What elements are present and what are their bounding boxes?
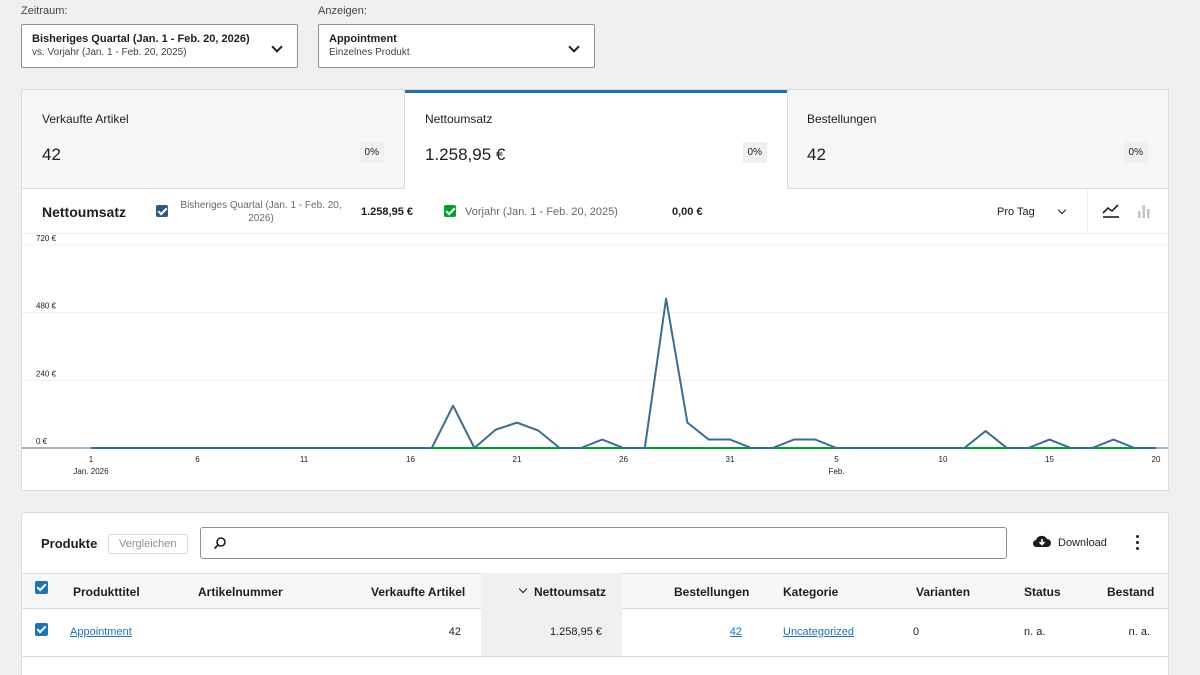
x-tick-label: 11: [300, 455, 309, 464]
column-header-title[interactable]: Produkttitel: [73, 585, 140, 599]
column-header-category[interactable]: Kategorie: [783, 585, 839, 599]
card-value: 42: [807, 145, 826, 164]
sorted-column-highlight: [481, 573, 622, 657]
series1-checkbox[interactable]: [156, 205, 168, 217]
card-delta-badge: 0%: [1123, 142, 1148, 163]
series1-label: Bisheriges Quartal (Jan. 1 - Feb. 20, 20…: [180, 200, 342, 224]
products-table-panel: Produkte Vergleichen Download Produkttit…: [21, 512, 1169, 675]
series2-checkbox[interactable]: [444, 205, 456, 217]
card-delta-badge: 0%: [742, 142, 767, 163]
y-tick-label: 0 €: [36, 437, 48, 446]
download-button[interactable]: Download: [1030, 532, 1110, 554]
period-compare-text: vs. Vorjahr (Jan. 1 - Feb. 20, 2025): [32, 47, 187, 58]
select-all-checkbox[interactable]: [35, 581, 48, 594]
y-tick-label: 720 €: [36, 235, 57, 243]
chart-panel: Nettoumsatz Bisheriges Quartal (Jan. 1 -…: [21, 189, 1169, 491]
chevron-down-icon: [1057, 205, 1067, 215]
product-variations: 0: [913, 626, 920, 638]
x-tick-label: 1: [89, 455, 94, 464]
cloud-download-icon: [1032, 535, 1051, 548]
x-tick-label: 5: [834, 455, 839, 464]
product-status: n. a.: [1024, 626, 1046, 638]
y-tick-label: 240 €: [36, 369, 57, 378]
x-tick-label: 26: [619, 455, 628, 464]
x-tick-sublabel: Jan. 2026: [73, 467, 109, 476]
row-checkbox[interactable]: [35, 623, 48, 636]
show-label: Anzeigen:: [318, 5, 367, 17]
period-label: Zeitraum:: [21, 5, 68, 17]
compare-button[interactable]: Vergleichen: [108, 534, 188, 554]
interval-value: Pro Tag: [997, 206, 1035, 218]
product-net-sales: 1.258,95 €: [550, 626, 602, 638]
x-tick-label: 16: [406, 455, 415, 464]
show-dropdown[interactable]: Appointment Einzelnes Produkt: [318, 24, 595, 68]
bar-chart-icon[interactable]: [1136, 203, 1152, 219]
card-value: 42: [42, 145, 61, 164]
show-sub-text: Einzelnes Produkt: [329, 47, 410, 58]
search-input[interactable]: [200, 527, 1007, 559]
divider: [404, 90, 405, 189]
period-dropdown[interactable]: Bisheriges Quartal (Jan. 1 - Feb. 20, 20…: [21, 24, 298, 68]
chart-header: Nettoumsatz Bisheriges Quartal (Jan. 1 -…: [22, 189, 1168, 234]
product-orders-link[interactable]: 42: [729, 626, 742, 638]
product-items-sold: 42: [448, 626, 461, 638]
column-header-sku[interactable]: Artikelnummer: [198, 585, 283, 599]
line-chart-icon[interactable]: [1102, 203, 1120, 219]
divider: [1087, 189, 1088, 234]
card-delta-badge: 0%: [359, 142, 384, 163]
column-header-stock[interactable]: Bestand: [1107, 585, 1155, 599]
column-header-items-sold[interactable]: Verkaufte Artikel: [371, 585, 466, 599]
product-category-link[interactable]: Uncategorized: [783, 626, 854, 638]
series2-label: Vorjahr (Jan. 1 - Feb. 20, 2025): [465, 206, 618, 218]
y-tick-label: 480 €: [36, 302, 57, 311]
chart-title: Nettoumsatz: [42, 204, 127, 220]
x-tick-label: 6: [195, 455, 200, 464]
x-tick-label: 21: [513, 455, 522, 464]
series-line: [91, 297, 1156, 449]
card-label: Bestellungen: [807, 112, 877, 126]
show-main-text: Appointment: [329, 33, 397, 45]
column-header-variations[interactable]: Varianten: [916, 585, 971, 599]
column-header-status[interactable]: Status: [1024, 585, 1061, 599]
card-value: 1.258,95 €: [425, 145, 506, 164]
card-label: Nettoumsatz: [425, 112, 493, 126]
product-stock: n. a.: [1128, 626, 1150, 638]
more-options-icon[interactable]: [1128, 533, 1148, 555]
series1-total: 1.258,95 €: [361, 206, 413, 218]
summary-card-items-sold[interactable]: Verkaufte Artikel 42 0%: [22, 90, 404, 189]
search-icon: [213, 537, 226, 550]
series2-total: 0,00 €: [672, 206, 703, 218]
x-tick-label: 20: [1152, 455, 1161, 464]
column-header-orders[interactable]: Bestellungen: [674, 585, 750, 599]
period-main-text: Bisheriges Quartal (Jan. 1 - Feb. 20, 20…: [32, 33, 250, 45]
x-tick-label: 10: [939, 455, 948, 464]
divider: [787, 90, 788, 189]
download-label: Download: [1058, 537, 1107, 549]
summary-card-orders[interactable]: Bestellungen 42 0%: [787, 90, 1168, 189]
summary-cards: Verkaufte Artikel 42 0% Nettoumsatz 1.25…: [21, 89, 1169, 189]
card-label: Verkaufte Artikel: [42, 112, 129, 126]
net-sales-line-chart: 720 € 480 € 240 € 0 € 1 Jan. 2026 6 11 16 21 26 31 5…: [22, 235, 1168, 476]
x-tick-label: 15: [1045, 455, 1054, 464]
table-row: [22, 610, 1168, 657]
column-header-net-sales[interactable]: Nettoumsatz: [534, 585, 607, 599]
x-tick-sublabel: Feb.: [828, 467, 844, 476]
summary-card-net-sales[interactable]: Nettoumsatz 1.258,95 € 0%: [405, 90, 787, 189]
interval-select[interactable]: Pro Tag: [982, 198, 1082, 226]
x-tick-label: 31: [726, 455, 735, 464]
products-title: Produkte: [41, 536, 98, 551]
product-title-link[interactable]: Appointment: [70, 626, 132, 638]
